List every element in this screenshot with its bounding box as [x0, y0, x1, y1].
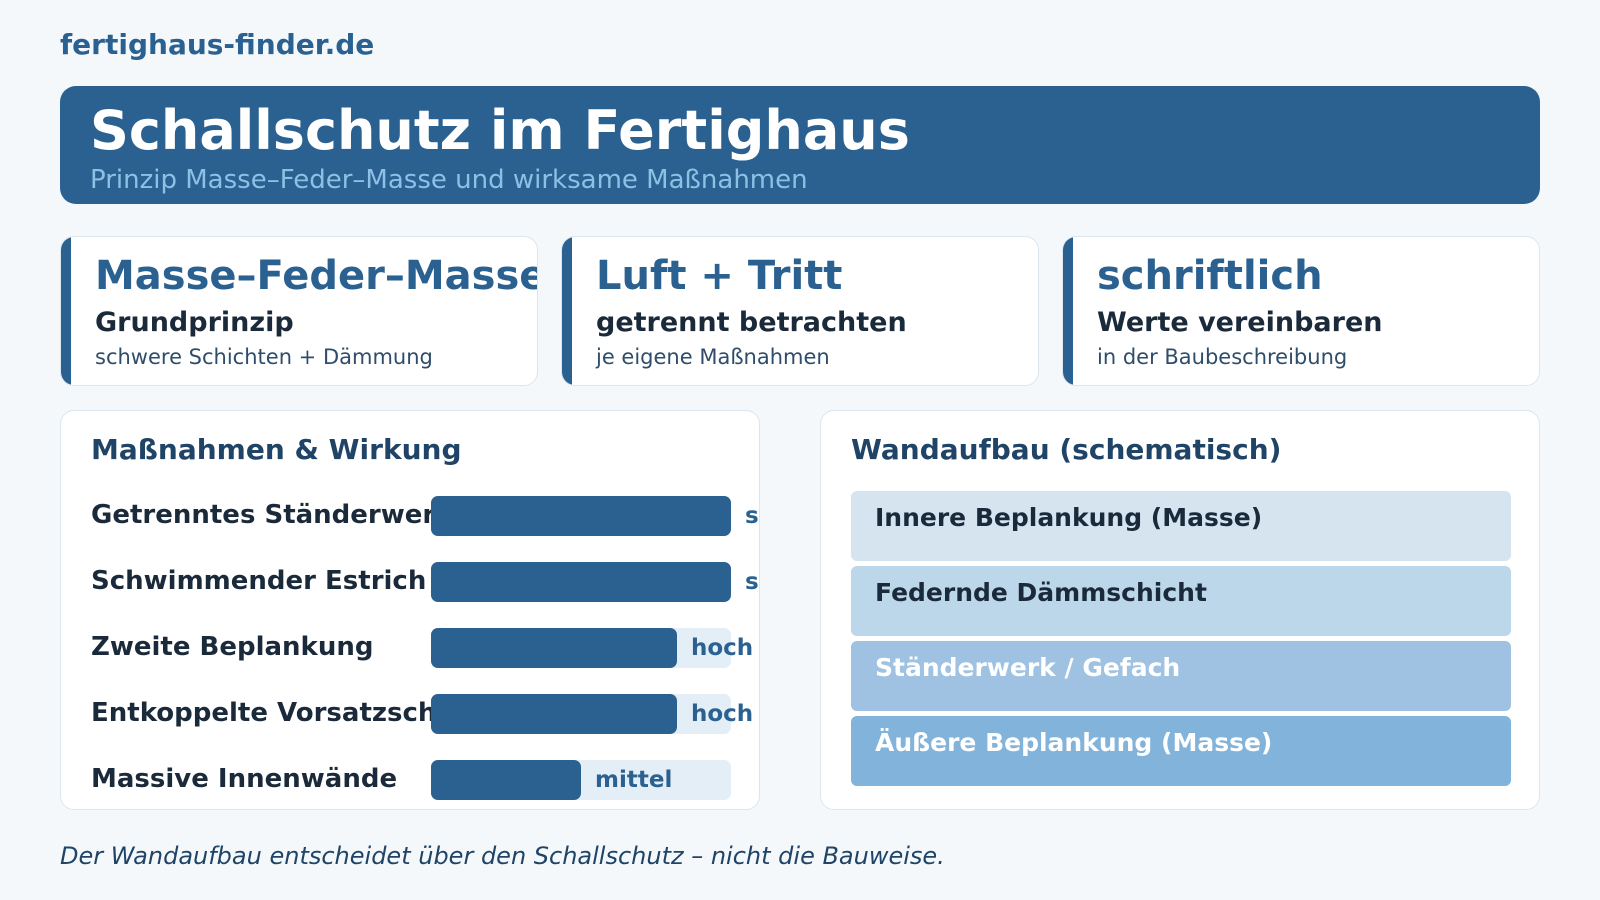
- measure-value-label: hoch: [691, 701, 754, 727]
- measure-value-label: mittel: [595, 767, 673, 793]
- wall-layer: Innere Beplankung (Masse): [851, 491, 1511, 561]
- page-subtitle: Prinzip Masse–Feder–Masse und wirksame M…: [90, 165, 808, 195]
- kpi-card-written: schriftlich Werte vereinbaren in der Bau…: [1062, 236, 1540, 386]
- chart-title: Maßnahmen & Wirkung: [91, 433, 462, 466]
- kpi-headline: Luft + Tritt: [596, 253, 843, 299]
- measure-row: Zweite Beplankung hoch: [61, 625, 759, 669]
- footer-caption: Der Wandaufbau entscheidet über den Scha…: [60, 842, 945, 870]
- measure-bar-track: [431, 562, 731, 602]
- kpi-card-principle: Masse–Feder–Masse Grundprinzip schwere S…: [60, 236, 538, 386]
- measure-label: Getrenntes Ständerwerk: [91, 500, 431, 530]
- measure-bar-track: [431, 496, 731, 536]
- brand-name: fertighaus-finder.de: [60, 28, 375, 61]
- measure-row: Massive Innenwände mittel: [61, 757, 759, 801]
- measure-bar-track: [431, 760, 731, 800]
- measure-bar-track: [431, 694, 731, 734]
- kpi-label: Werte vereinbaren: [1097, 307, 1383, 338]
- measure-row: Schwimmender Estrich sehr hoch: [61, 559, 759, 603]
- measure-label: Massive Innenwände: [91, 764, 398, 794]
- kpi-card-sound-types: Luft + Tritt getrennt betrachten je eige…: [561, 236, 1039, 386]
- wall-layer: Äußere Beplankung (Masse): [851, 716, 1511, 786]
- wall-panel-title: Wandaufbau (schematisch): [851, 433, 1282, 466]
- hero-banner: Schallschutz im Fertighaus Prinzip Masse…: [60, 86, 1540, 204]
- measure-label: Zweite Beplankung: [91, 632, 374, 662]
- measure-value-label: hoch: [691, 635, 754, 661]
- kpi-headline: schriftlich: [1097, 253, 1323, 299]
- kpi-note: je eigene Maßnahmen: [596, 345, 830, 369]
- measure-label: Schwimmender Estrich: [91, 566, 427, 596]
- measure-value-label: sehr hoch: [745, 569, 759, 595]
- measure-bar: [431, 562, 731, 602]
- wall-layer: Federnde Dämmschicht: [851, 566, 1511, 636]
- kpi-label: Grundprinzip: [95, 307, 294, 338]
- wall-layer: Ständerwerk / Gefach: [851, 641, 1511, 711]
- kpi-accent-bar: [61, 237, 71, 385]
- kpi-headline: Masse–Feder–Masse: [95, 253, 538, 299]
- measure-row: Entkoppelte Vorsatzschale hoch: [61, 691, 759, 735]
- kpi-accent-bar: [1063, 237, 1073, 385]
- kpi-accent-bar: [562, 237, 572, 385]
- kpi-note: schwere Schichten + Dämmung: [95, 345, 433, 369]
- measure-bar: [431, 496, 731, 536]
- measure-bar: [431, 628, 677, 668]
- measures-chart-panel: Maßnahmen & Wirkung Getrenntes Ständerwe…: [60, 410, 760, 810]
- measure-row: Getrenntes Ständerwerk sehr hoch: [61, 493, 759, 537]
- measure-bar: [431, 694, 677, 734]
- kpi-label: getrennt betrachten: [596, 307, 907, 338]
- kpi-note: in der Baubeschreibung: [1097, 345, 1348, 369]
- measure-bar: [431, 760, 581, 800]
- page-title: Schallschutz im Fertighaus: [90, 99, 910, 162]
- measure-label: Entkoppelte Vorsatzschale: [91, 698, 431, 728]
- measure-value-label: sehr hoch: [745, 503, 759, 529]
- measure-bar-track: [431, 628, 731, 668]
- wall-structure-panel: Wandaufbau (schematisch) Innere Beplanku…: [820, 410, 1540, 810]
